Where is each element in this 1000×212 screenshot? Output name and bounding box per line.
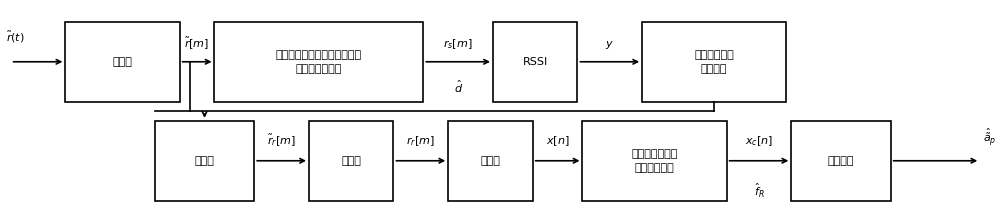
Text: 载波频率偏移量
小数部分估计: 载波频率偏移量 小数部分估计 bbox=[631, 149, 678, 173]
Text: $\tilde{r}(t)$: $\tilde{r}(t)$ bbox=[6, 30, 24, 45]
Text: RSSI: RSSI bbox=[523, 57, 548, 67]
Text: $y$: $y$ bbox=[605, 39, 614, 51]
Bar bbox=[791, 121, 891, 201]
Bar bbox=[65, 22, 180, 102]
Bar bbox=[582, 121, 727, 201]
Text: $x_c[n]$: $x_c[n]$ bbox=[745, 134, 773, 148]
Text: 多普勒拓展的
精确估计: 多普勒拓展的 精确估计 bbox=[694, 50, 734, 74]
Text: $\hat{d}$: $\hat{d}$ bbox=[454, 79, 463, 95]
Text: 信道估计: 信道估计 bbox=[828, 156, 854, 166]
Bar bbox=[309, 121, 393, 201]
Text: 降采样: 降采样 bbox=[481, 156, 500, 166]
Text: $\tilde{r}[m]$: $\tilde{r}[m]$ bbox=[184, 35, 210, 51]
Bar bbox=[155, 121, 254, 201]
Bar bbox=[448, 121, 533, 201]
Text: $r_r[m]$: $r_r[m]$ bbox=[406, 134, 435, 148]
Text: $r_s[m]$: $r_s[m]$ bbox=[443, 38, 473, 51]
Bar bbox=[214, 22, 423, 102]
Bar bbox=[642, 22, 786, 102]
Text: 重采样: 重采样 bbox=[195, 156, 214, 166]
Text: $x[n]$: $x[n]$ bbox=[546, 134, 569, 148]
Text: 信号检测、定时同步、多普勒
拓展的初略估计: 信号检测、定时同步、多普勒 拓展的初略估计 bbox=[276, 50, 362, 74]
Text: $\tilde{r}_r[m]$: $\tilde{r}_r[m]$ bbox=[267, 132, 296, 148]
Text: 升采样: 升采样 bbox=[113, 57, 132, 67]
Text: $\hat{\tilde{a}}_p$: $\hat{\tilde{a}}_p$ bbox=[983, 126, 997, 148]
Text: $\hat{f}_R$: $\hat{f}_R$ bbox=[754, 182, 764, 200]
Bar bbox=[493, 22, 577, 102]
Text: 下变频: 下变频 bbox=[341, 156, 361, 166]
